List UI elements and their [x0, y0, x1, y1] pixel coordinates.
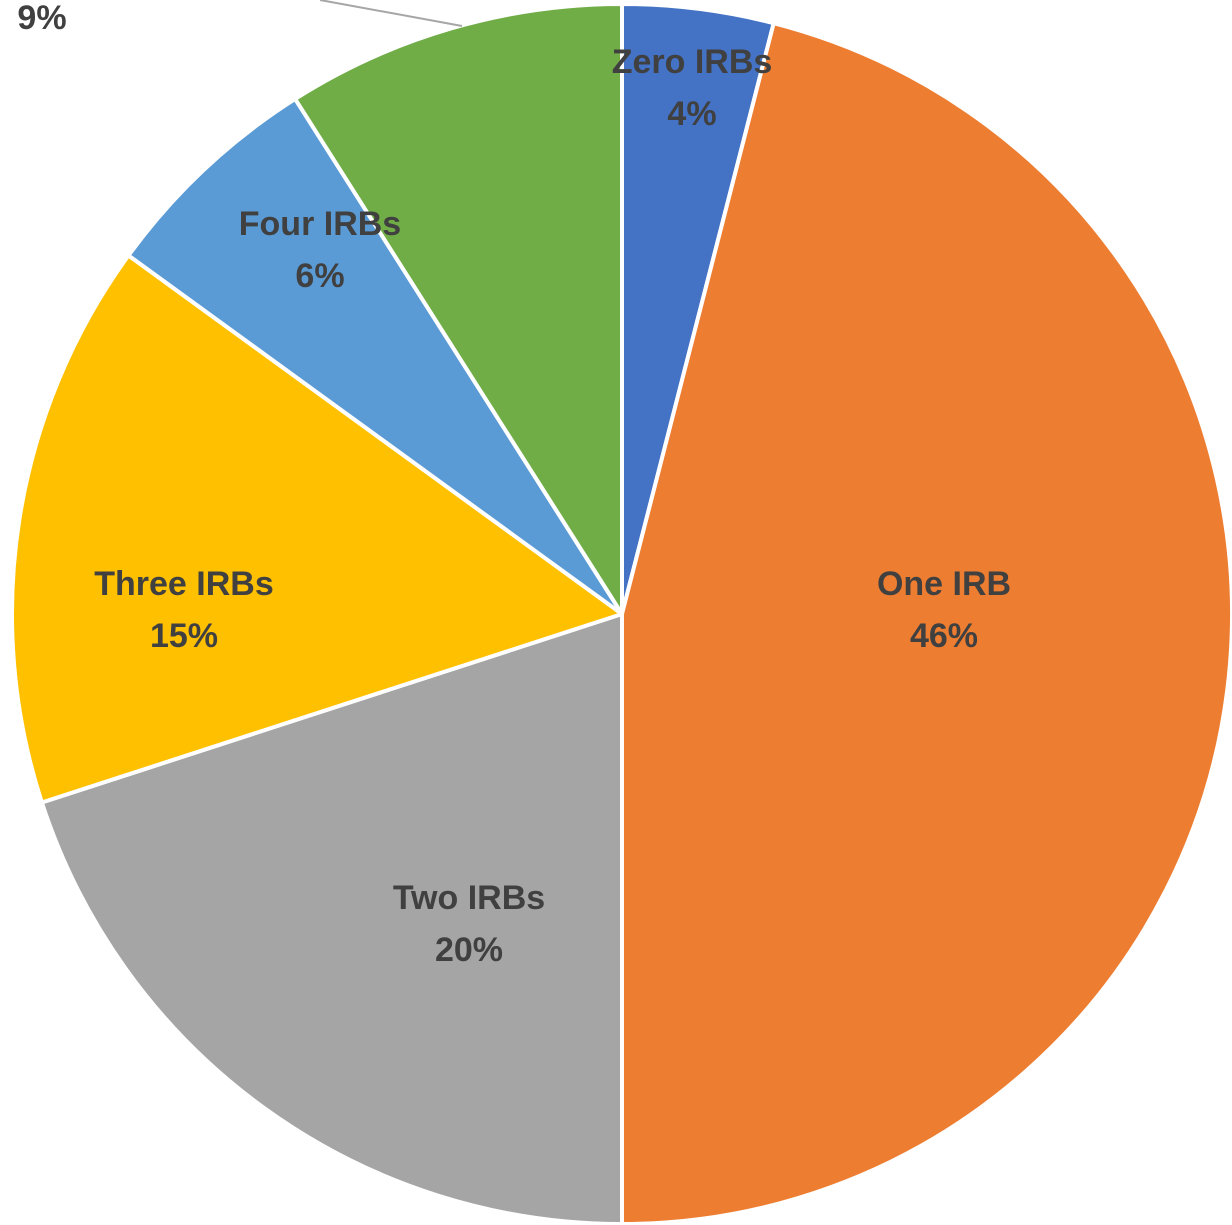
pie-slices	[10, 2, 1232, 1225]
value-label-one-irb: 46%	[910, 617, 978, 655]
value-label-three-irbs: 15%	[150, 617, 218, 655]
category-label-two-irbs: Two IRBs	[393, 879, 545, 917]
leader-line-slice-5	[319, 0, 463, 27]
pie-slice-three-irbs	[10, 253, 624, 805]
pie-slice-two-irbs	[39, 612, 624, 1225]
pie-slice-slice-5	[293, 2, 624, 616]
pie-slice-four-irbs	[126, 96, 624, 616]
pie-labels: Zero IRBs 4% One IRB 46% Two IRBs 20% Three IR…	[17, 0, 1011, 969]
value-label-two-irbs: 20%	[435, 931, 503, 969]
value-label-slice-5: 9%	[17, 0, 66, 37]
category-label-one-irb: One IRB	[877, 565, 1011, 603]
category-label-zero-irbs: Zero IRBs	[612, 43, 773, 81]
category-label-three-irbs: Three IRBs	[94, 565, 274, 603]
pie-slice-one-irb	[620, 21, 1232, 1225]
category-label-four-irbs: Four IRBs	[239, 205, 401, 243]
value-label-zero-irbs: 4%	[667, 95, 716, 133]
value-label-four-irbs: 6%	[295, 257, 344, 295]
